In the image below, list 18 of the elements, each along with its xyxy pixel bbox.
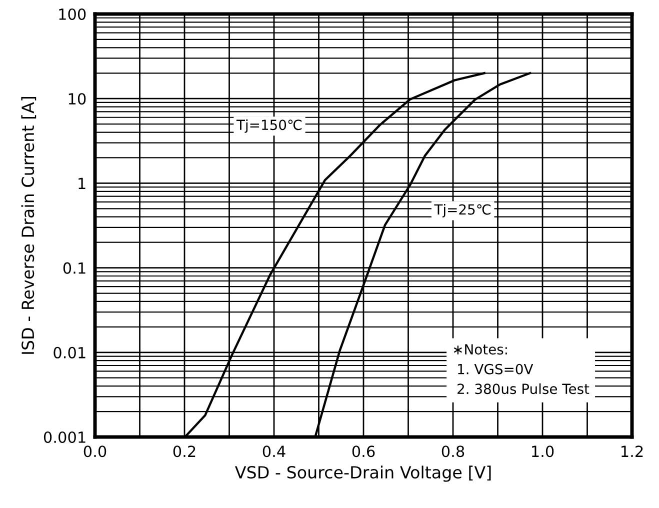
y-tick-label: 0.1 xyxy=(63,262,86,274)
annotation: ∗Notes: 1. VGS=0V 2. 380us Pulse Test xyxy=(454,344,590,394)
x-tick-label: 0.6 xyxy=(352,446,375,458)
y-tick-label: 10 xyxy=(68,93,86,105)
y-tick-label: 0.01 xyxy=(54,346,86,358)
x-tick-label: 0.8 xyxy=(442,446,464,458)
y-tick-label: 0.001 xyxy=(44,431,86,444)
x-tick-label: 0.2 xyxy=(173,446,196,458)
y-tick-label: 1 xyxy=(78,178,86,190)
x-tick-label: 0.4 xyxy=(262,446,286,458)
y-axis-title: ISD - Reverse Drain Current [A] xyxy=(21,96,36,354)
y-tick-label: 100 xyxy=(59,8,86,20)
x-tick-label: 1.2 xyxy=(622,446,643,457)
x-axis-title: VSD - Source-Drain Voltage [V] xyxy=(234,466,491,482)
x-tick-label: 0.0 xyxy=(84,446,106,458)
annotation: Tj=150℃ xyxy=(236,119,302,133)
x-tick-label: 1.0 xyxy=(532,446,554,458)
annotation: Tj=25℃ xyxy=(434,204,490,218)
